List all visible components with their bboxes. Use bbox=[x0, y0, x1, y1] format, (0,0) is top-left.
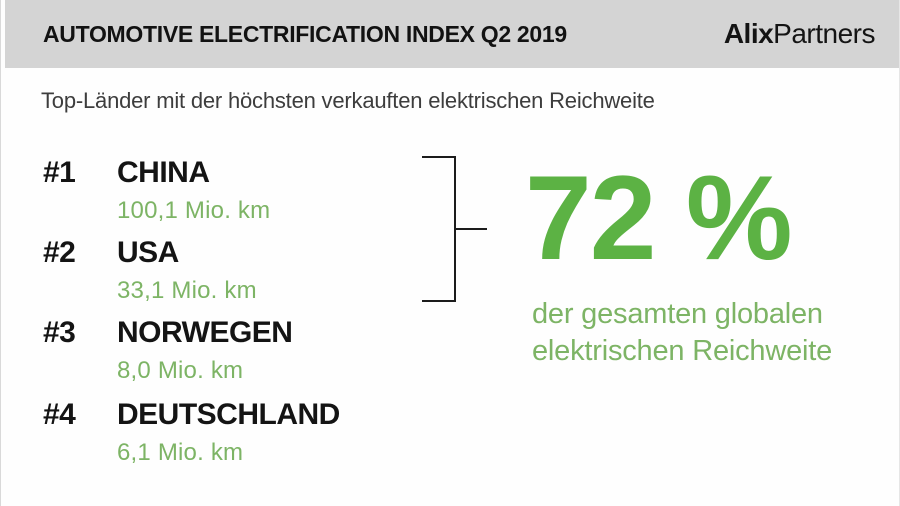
page-title: AUTOMOTIVE ELECTRIFICATION INDEX Q2 2019 bbox=[43, 20, 567, 47]
rank-label: #1 bbox=[43, 156, 76, 189]
ranking-row-nameline: #1 CHINA bbox=[43, 156, 270, 190]
country-name: NORWEGEN bbox=[117, 316, 293, 349]
ranking-row-nameline: #2 USA bbox=[43, 236, 257, 270]
subtitle: Top-Länder mit der höchsten verkauften e… bbox=[41, 88, 655, 113]
ranking-row-3: #3 NORWEGEN 8,0 Mio. km bbox=[43, 316, 293, 385]
ranking-row-4: #4 DEUTSCHLAND 6,1 Mio. km bbox=[43, 398, 340, 467]
country-name: DEUTSCHLAND bbox=[117, 398, 340, 431]
alixpartners-logo: AlixPartners bbox=[723, 18, 876, 50]
bracket-vertical-line bbox=[454, 156, 456, 302]
percentage-caption: der gesamten globalen elektrischen Reich… bbox=[532, 296, 832, 370]
rank-label: #3 bbox=[43, 316, 76, 349]
country-name: CHINA bbox=[117, 156, 210, 189]
ranking-row-nameline: #4 DEUTSCHLAND bbox=[43, 398, 340, 432]
ranking-row-1: #1 CHINA 100,1 Mio. km bbox=[43, 156, 270, 225]
country-value: 100,1 Mio. km bbox=[117, 197, 271, 224]
bracket-top-line bbox=[422, 156, 456, 158]
caption-line-1: der gesamten globalen bbox=[532, 298, 823, 330]
bracket-bottom-line bbox=[422, 300, 456, 302]
bracket-middle-tick bbox=[456, 228, 487, 230]
ranking-row-2: #2 USA 33,1 Mio. km bbox=[43, 236, 257, 305]
country-value: 6,1 Mio. km bbox=[117, 439, 244, 466]
logo-text-regular: Partners bbox=[773, 18, 875, 49]
percentage-value: 72 % bbox=[525, 151, 793, 285]
rank-label: #4 bbox=[43, 398, 76, 431]
country-value: 33,1 Mio. km bbox=[117, 277, 257, 304]
header-band: AUTOMOTIVE ELECTRIFICATION INDEX Q2 2019… bbox=[5, 0, 899, 68]
country-name: USA bbox=[117, 236, 179, 269]
country-value: 8,0 Mio. km bbox=[117, 357, 244, 384]
ranking-row-nameline: #3 NORWEGEN bbox=[43, 316, 293, 350]
logo-text-bold: Alix bbox=[723, 18, 774, 49]
rank-label: #2 bbox=[43, 236, 76, 269]
caption-line-2: elektrischen Reichweite bbox=[532, 335, 833, 367]
